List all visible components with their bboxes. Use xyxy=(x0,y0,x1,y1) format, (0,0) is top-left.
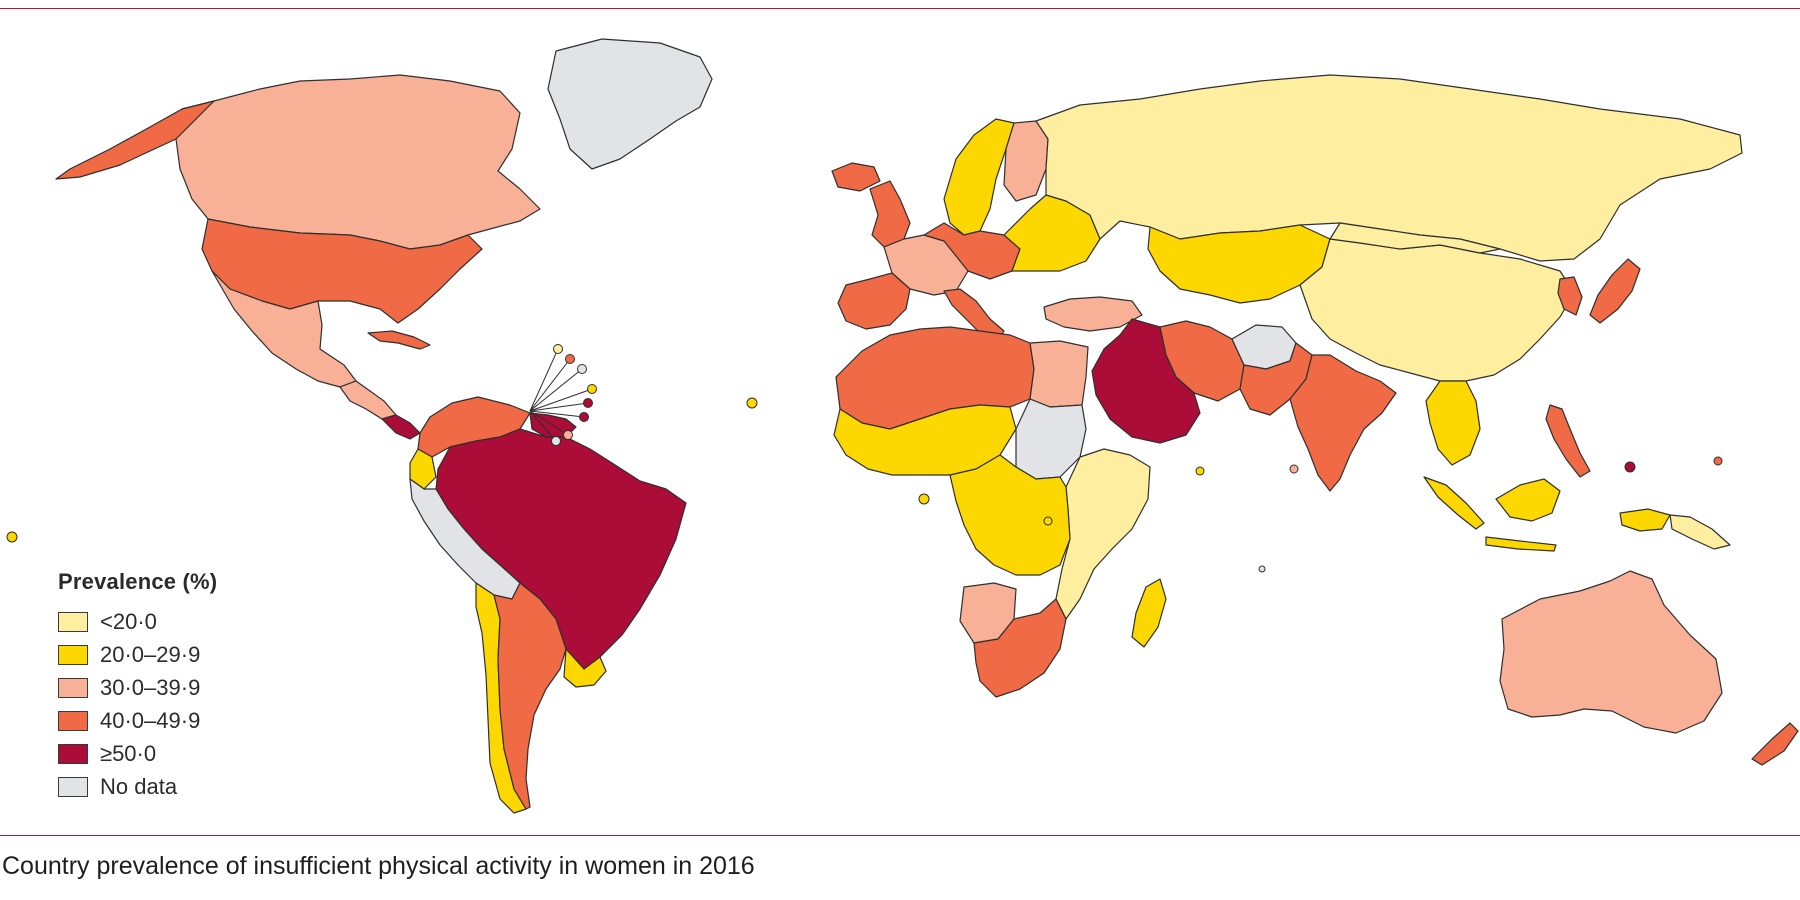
callout-marker xyxy=(551,436,561,446)
legend-swatch xyxy=(58,677,88,698)
callout-line xyxy=(529,410,569,436)
region-central-america xyxy=(339,380,397,420)
figure-caption: Country prevalence of insufficient physi… xyxy=(2,852,755,880)
region-iraq-saudi-arabia xyxy=(1091,318,1201,444)
caribbean-callouts xyxy=(529,344,597,446)
callout-marker xyxy=(565,354,575,364)
region-costa-rica-panama xyxy=(381,414,421,440)
callout-line xyxy=(529,388,593,412)
island-marker xyxy=(1713,456,1723,466)
island-marker xyxy=(1043,516,1053,526)
legend-item: <20·0 xyxy=(58,605,318,638)
legend-title: Prevalence (%) xyxy=(58,569,218,594)
region-mongolia xyxy=(1329,222,1501,254)
region-india xyxy=(1289,354,1397,492)
region-scandinavia xyxy=(943,118,1015,236)
region-madagascar xyxy=(1131,578,1167,648)
region-eastern-europe xyxy=(1003,194,1101,272)
legend-swatch xyxy=(58,743,88,764)
region-new-zealand xyxy=(1751,722,1799,766)
island-marker xyxy=(1195,466,1205,476)
region-china xyxy=(1299,238,1575,382)
legend-swatch xyxy=(58,710,88,731)
region-indonesia xyxy=(1423,476,1671,552)
region-sudan xyxy=(1015,398,1087,480)
callout-line xyxy=(529,402,589,412)
map-frame: Prevalence (%) <20·0 20·0–29·9 30·0–39·9 40… xyxy=(0,8,1800,836)
legend-label: ≥50·0 xyxy=(100,740,157,766)
region-egypt xyxy=(1029,340,1089,408)
callout-line xyxy=(529,368,583,412)
legend-swatch xyxy=(58,611,88,632)
region-philippines xyxy=(1545,404,1591,478)
legend-label: No data xyxy=(100,773,178,799)
island-marker xyxy=(1258,565,1266,573)
callout-marker xyxy=(563,430,573,440)
legend-item: 30·0–39·9 xyxy=(58,671,318,704)
callout-marker xyxy=(587,384,597,394)
island-marker xyxy=(918,493,930,505)
callout-line xyxy=(529,410,585,418)
region-central-africa xyxy=(949,454,1071,576)
region-japan xyxy=(1589,258,1641,324)
callout-line xyxy=(529,348,559,412)
region-mexico xyxy=(211,270,357,388)
callout-marker xyxy=(577,364,587,374)
world-map xyxy=(6,38,1799,814)
region-argentina xyxy=(493,582,567,810)
island-marker xyxy=(1624,461,1636,473)
callout-marker xyxy=(583,398,593,408)
region-greenland xyxy=(547,38,713,170)
region-papua-new-guinea xyxy=(1669,514,1731,550)
legend-label: 40·0–49·9 xyxy=(100,707,201,733)
legend-label: 30·0–39·9 xyxy=(100,674,201,700)
region-southeast-asia xyxy=(1425,380,1481,466)
callout-line xyxy=(529,358,571,412)
small-islands xyxy=(6,397,1723,573)
callout-marker xyxy=(579,412,589,422)
region-alaska-usa xyxy=(55,100,215,180)
region-korea xyxy=(1557,276,1583,316)
legend-swatch xyxy=(58,644,88,665)
legend-item: 20·0–29·9 xyxy=(58,638,318,671)
country-regions xyxy=(55,38,1799,814)
island-marker xyxy=(1289,464,1299,474)
region-iceland xyxy=(831,162,881,192)
island-marker xyxy=(746,397,758,409)
island-marker xyxy=(6,531,18,543)
legend-label: 20·0–29·9 xyxy=(100,641,201,667)
region-southern-africa xyxy=(973,598,1067,698)
callout-line xyxy=(529,410,557,442)
region-australia xyxy=(1499,570,1723,734)
legend-item: ≥50·0 xyxy=(58,737,318,770)
region-russia xyxy=(1035,74,1743,262)
callout-marker xyxy=(553,344,563,354)
region-cuba xyxy=(367,330,431,350)
legend-swatch xyxy=(58,776,88,797)
legend-items: <20·0 20·0–29·9 30·0–39·9 40·0–49·9 ≥50·0 No … xyxy=(58,605,318,803)
legend: Prevalence (%) <20·0 20·0–29·9 30·0–39·9 40… xyxy=(58,569,318,803)
region-united-kingdom xyxy=(869,180,911,248)
legend-item: 40·0–49·9 xyxy=(58,704,318,737)
region-iberia xyxy=(837,272,911,330)
legend-item: No data xyxy=(58,770,318,803)
region-finland xyxy=(1003,120,1049,202)
legend-label: <20·0 xyxy=(100,608,157,634)
region-uruguay xyxy=(563,648,607,688)
